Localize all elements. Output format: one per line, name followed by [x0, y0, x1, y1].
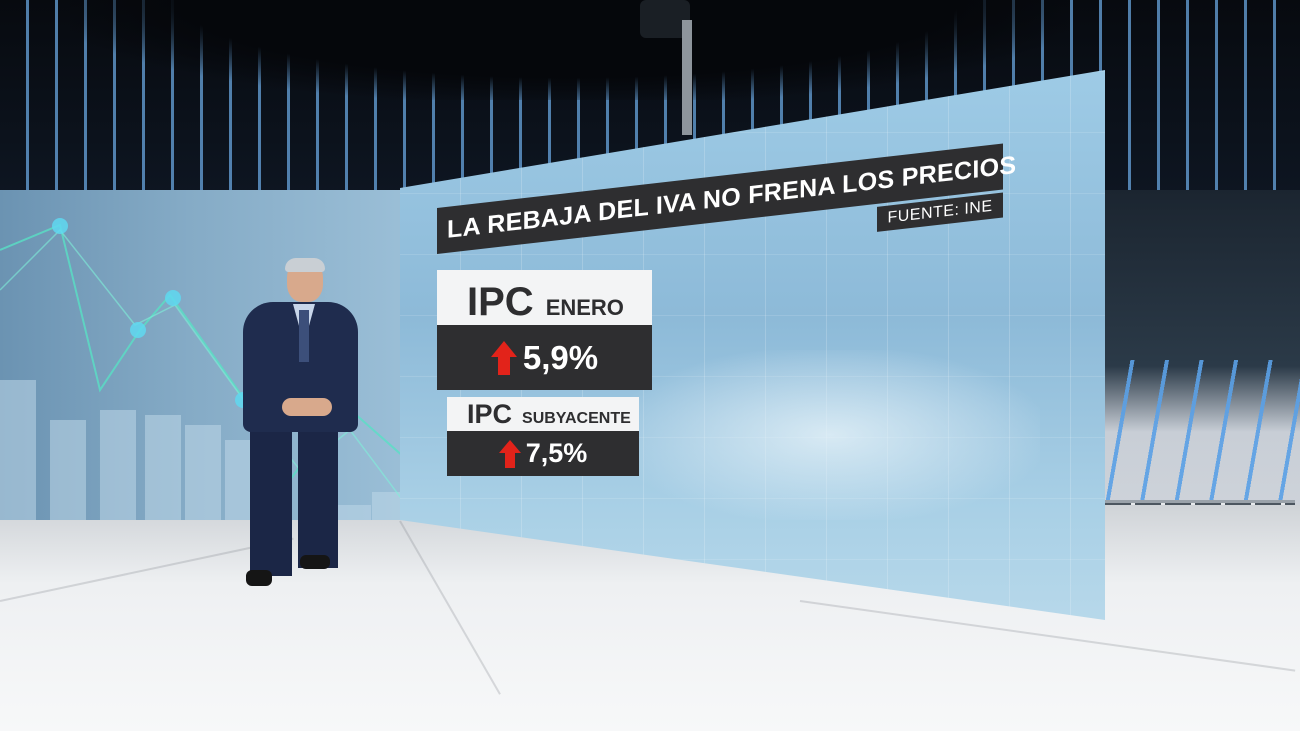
news-presenter	[238, 258, 363, 598]
camera-rig-pole	[682, 20, 692, 135]
presenter-leg	[250, 428, 292, 576]
presenter-hands	[282, 398, 332, 416]
indicator-card-ipc-subyacente: IPC SUBYACENTE 7,5%	[447, 397, 639, 476]
indicator-name: IPC	[467, 280, 534, 324]
indicator-label: IPC SUBYACENTE	[447, 397, 639, 431]
indicator-sublabel: ENERO	[545, 295, 624, 320]
presenter-shoe	[246, 570, 272, 586]
indicator-name: IPC	[467, 399, 513, 429]
indicator-sublabel: SUBYACENTE	[522, 410, 631, 427]
indicator-value-row: 5,9%	[437, 325, 652, 390]
video-wall-blur-background	[620, 350, 1040, 520]
indicator-label: IPC ENERO	[437, 270, 652, 325]
presenter-leg	[298, 428, 338, 568]
camera-rig-head	[640, 0, 690, 38]
right-wall-light-slats	[1100, 360, 1300, 500]
presenter-hair	[285, 258, 325, 272]
indicator-value-row: 7,5%	[447, 431, 639, 476]
decorative-line-graphic	[0, 218, 420, 511]
indicator-card-ipc-enero: IPC ENERO 5,9%	[437, 270, 652, 390]
indicator-value: 5,9%	[522, 338, 599, 376]
arrow-up-icon	[498, 439, 521, 468]
ceiling-dark-center	[70, 0, 1070, 100]
presenter-tie	[299, 310, 309, 362]
indicator-value: 7,5%	[525, 438, 588, 468]
arrow-up-icon	[490, 340, 517, 375]
presenter-shoe	[300, 555, 330, 569]
